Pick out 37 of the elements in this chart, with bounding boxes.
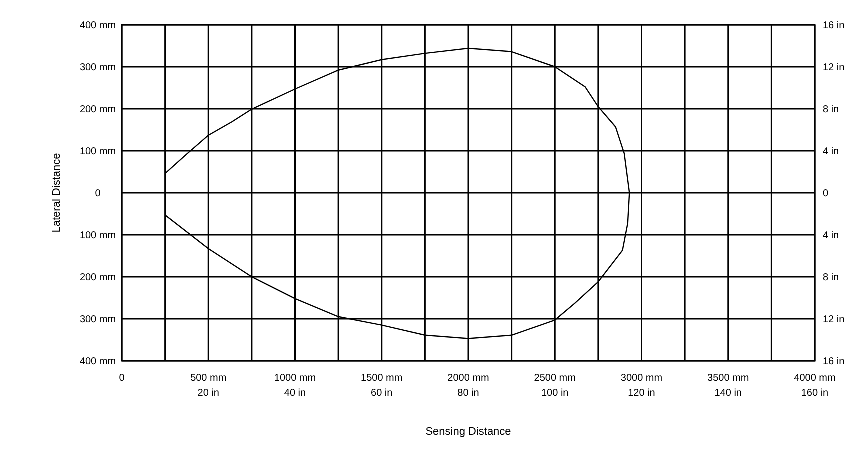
x-tick-label: 2000 mm [448,373,490,384]
y-tick-label: 400 mm [80,356,116,368]
y2-tick-label: 12 in [823,62,845,74]
y-tick-label: 200 mm [80,104,116,116]
x2-tick-label: 100 in [542,388,569,399]
x2-tick-label: 60 in [371,388,393,399]
x-axis-title: Sensing Distance [426,426,512,438]
x-tick-label: 2500 mm [534,373,576,384]
y2-tick-label: 4 in [823,230,840,242]
y-tick-label: 200 mm [80,272,116,284]
x-tick-label: 500 mm [190,373,227,384]
y-tick-label: 100 mm [80,230,116,242]
y-tick-label: 400 mm [80,20,116,32]
y2-tick-label: 0 [823,188,829,200]
y-axis-title: Lateral Distance [51,153,63,233]
y2-tick-label: 12 in [823,314,845,326]
y-tick-label: 100 mm [80,146,116,158]
y2-tick-label: 8 in [823,272,840,284]
x-tick-label: 1000 mm [274,373,316,384]
x2-tick-label: 40 in [284,388,306,399]
y2-tick-label: 16 in [823,356,845,368]
x2-tick-label: 140 in [714,388,742,399]
y-tick-label: 300 mm [80,314,116,326]
x-tick-label: 4000 mm [794,373,836,384]
y-tick-label: 0 [95,188,102,200]
y2-tick-label: 4 in [823,146,840,158]
y2-tick-label: 16 in [823,20,845,32]
y-tick-label: 300 mm [80,62,116,74]
x2-tick-label: 20 in [198,388,220,399]
x-tick-label: 3500 mm [708,373,750,384]
y2-tick-label: 8 in [823,104,840,116]
x-tick-label: 1500 mm [361,373,403,384]
x2-tick-label: 80 in [458,388,480,399]
x-tick-label: 3000 mm [620,373,663,384]
x2-tick-label: 120 in [628,388,656,399]
x2-tick-label: 160 in [801,388,829,399]
x-tick-label: 0 [119,373,126,384]
